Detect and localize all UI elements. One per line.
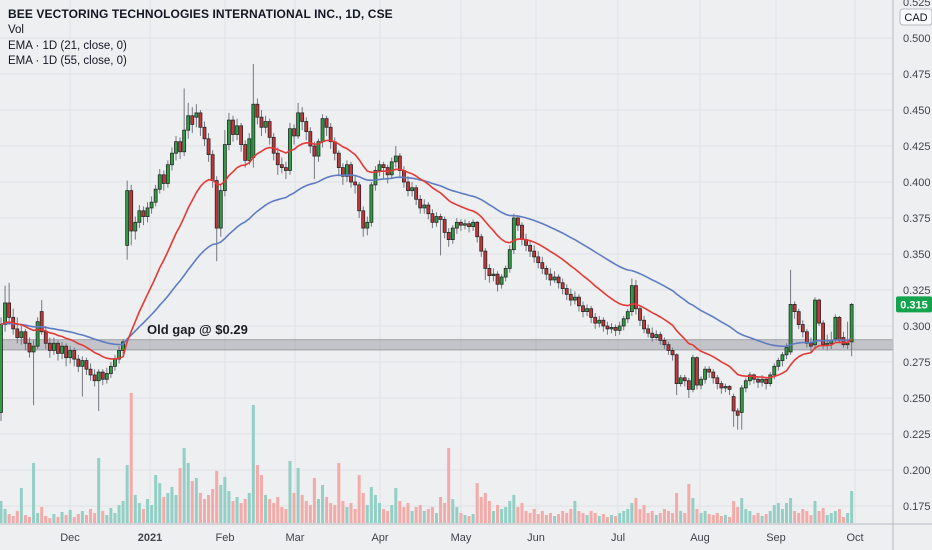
- svg-text:0.400: 0.400: [903, 177, 931, 189]
- svg-text:0.425: 0.425: [903, 141, 931, 153]
- svg-text:Apr: Apr: [371, 532, 388, 544]
- svg-text:0.315: 0.315: [900, 299, 928, 311]
- svg-text:Dec: Dec: [60, 532, 80, 544]
- chart-legend: BEE VECTORING TECHNOLOGIES INTERNATIONAL…: [8, 6, 393, 70]
- svg-text:0.225: 0.225: [903, 429, 931, 441]
- svg-text:Jun: Jun: [527, 532, 545, 544]
- svg-text:CAD: CAD: [904, 12, 927, 24]
- volume-layer: [0, 393, 854, 523]
- last-price-badge: 0.315: [896, 296, 932, 313]
- svg-text:0.325: 0.325: [903, 285, 931, 297]
- svg-text:Feb: Feb: [216, 532, 235, 544]
- legend-ema21-row[interactable]: EMA · 1D (21, close, 0): [8, 39, 127, 52]
- ema55-line[interactable]: [0, 174, 852, 348]
- gap-annotation-label[interactable]: Old gap @ $0.29: [147, 322, 248, 337]
- svg-text:0.525: 0.525: [903, 0, 931, 9]
- gap-band-drawing[interactable]: [0, 339, 893, 351]
- svg-text:Aug: Aug: [690, 532, 710, 544]
- svg-text:Jul: Jul: [611, 532, 625, 544]
- svg-text:0.375: 0.375: [903, 213, 931, 225]
- ema21-line[interactable]: [0, 139, 853, 379]
- legend-ema55-row[interactable]: EMA · 1D (55, close, 0): [8, 55, 127, 67]
- svg-text:0.175: 0.175: [903, 501, 931, 513]
- symbol-title[interactable]: BEE VECTORING TECHNOLOGIES INTERNATIONAL…: [8, 7, 393, 21]
- time-axis[interactable]: Dec 2021 Feb Mar Apr May Jun Jul Aug Sep Oct: [60, 532, 863, 544]
- price-axis[interactable]: 0.525 0.500 0.475 0.450 0.425 0.400 0.375 0.350…: [903, 0, 931, 513]
- svg-text:Sep: Sep: [766, 532, 786, 544]
- svg-text:Oct: Oct: [846, 532, 863, 544]
- svg-text:0.475: 0.475: [903, 69, 931, 81]
- svg-text:2021: 2021: [138, 532, 162, 544]
- grid-layer: [0, 0, 893, 523]
- svg-text:0.450: 0.450: [903, 105, 931, 117]
- svg-text:0.275: 0.275: [903, 357, 931, 369]
- svg-text:0.250: 0.250: [903, 393, 931, 405]
- svg-text:0.500: 0.500: [903, 33, 931, 45]
- currency-badge: CAD: [899, 8, 932, 26]
- svg-text:May: May: [451, 532, 472, 544]
- svg-text:Mar: Mar: [286, 532, 305, 544]
- candles-layer: [0, 63, 854, 430]
- legend-volume-row[interactable]: Vol: [8, 24, 24, 36]
- svg-text:0.350: 0.350: [903, 249, 931, 261]
- svg-text:0.200: 0.200: [903, 465, 931, 477]
- svg-text:0.300: 0.300: [903, 321, 931, 333]
